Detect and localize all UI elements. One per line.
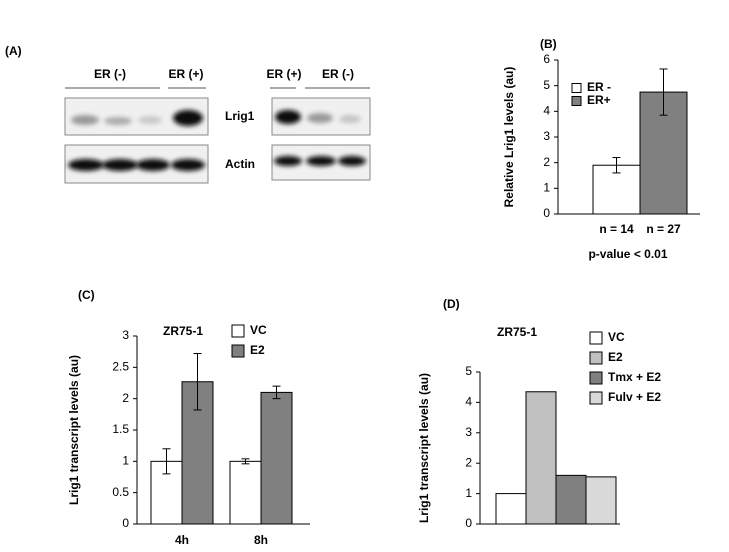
bar [495,493,527,525]
panel-label: (A) [5,44,22,58]
y-tick-label: 1 [465,486,472,500]
error-bar [241,458,250,465]
y-tick-label: 5 [465,364,472,378]
x-tick-label: 8h [254,533,268,547]
blot-lrig1 [64,97,209,136]
legend-swatch [231,324,245,338]
y-tick-label: 6 [543,52,550,66]
blot-lrig1 [271,97,371,136]
y-tick-label: 0 [543,206,550,220]
y-tick-label: 4 [543,104,550,118]
y-tick-label: 1 [122,454,129,468]
y-tick-label: 2.5 [112,360,129,374]
y-tick-label: 5 [543,78,550,92]
y-tick-label: 3 [122,328,129,342]
y-tick-label: 0 [465,516,472,530]
error-bar [612,157,621,174]
y-axis-label: Lrig1 transcript levels (au) [417,373,431,523]
legend-swatch [571,83,582,93]
y-tick-label: 1 [543,181,550,195]
error-bar [162,448,171,475]
legend-label: ER - [587,80,611,94]
legend-swatch [589,331,603,345]
legend-swatch [231,344,245,358]
lane-label: ER (+) [168,67,203,81]
blot-actin [64,144,209,184]
y-tick-label: 0 [122,516,129,530]
y-tick-label: 2 [465,455,472,469]
lane-label: ER (+) [266,67,301,81]
legend-swatch [589,391,603,405]
error-bar [272,385,281,400]
chart-title: ZR75-1 [163,324,203,338]
legend-label: E2 [608,350,623,364]
lane-label: ER (-) [322,67,354,81]
row-label: Lrig1 [225,109,255,123]
panel-label: (C) [78,288,95,302]
error-bar [193,353,202,411]
legend-label: VC [608,330,625,344]
chart-title: ZR75-1 [497,325,537,339]
legend-swatch [589,371,603,385]
y-tick-label: 2 [543,155,550,169]
lane-label: ER (-) [94,67,126,81]
y-axis-label: Relative Lrig1 levels (au) [502,67,516,208]
bar [585,476,617,525]
legend-label: E2 [250,343,265,357]
blot-actin [271,144,371,181]
y-tick-label: 0.5 [112,485,129,499]
y-tick-label: 3 [465,425,472,439]
bar [260,391,293,525]
x-tick-label: 4h [175,533,189,547]
legend-swatch [571,96,582,106]
y-tick-label: 3 [543,129,550,143]
y-axis-label: Lrig1 transcript levels (au) [67,355,81,505]
x-tick-label: n = 14 [599,222,634,236]
legend-label: VC [250,323,267,337]
legend-label: ER+ [587,93,611,107]
bar [555,474,587,525]
row-label: Actin [225,157,255,171]
y-tick-label: 4 [465,395,472,409]
panel-label: (D) [443,297,460,311]
y-tick-label: 1.5 [112,422,129,436]
legend-label: Fulv + E2 [608,390,661,404]
bar [229,460,262,525]
error-bar [659,68,668,116]
legend-label: Tmx + E2 [608,370,661,384]
x-tick-label: n = 27 [646,222,681,236]
y-tick-label: 2 [122,391,129,405]
legend-swatch [589,351,603,365]
bar [525,391,557,525]
annotation: p-value < 0.01 [588,247,667,261]
panel-label: (B) [540,37,557,51]
